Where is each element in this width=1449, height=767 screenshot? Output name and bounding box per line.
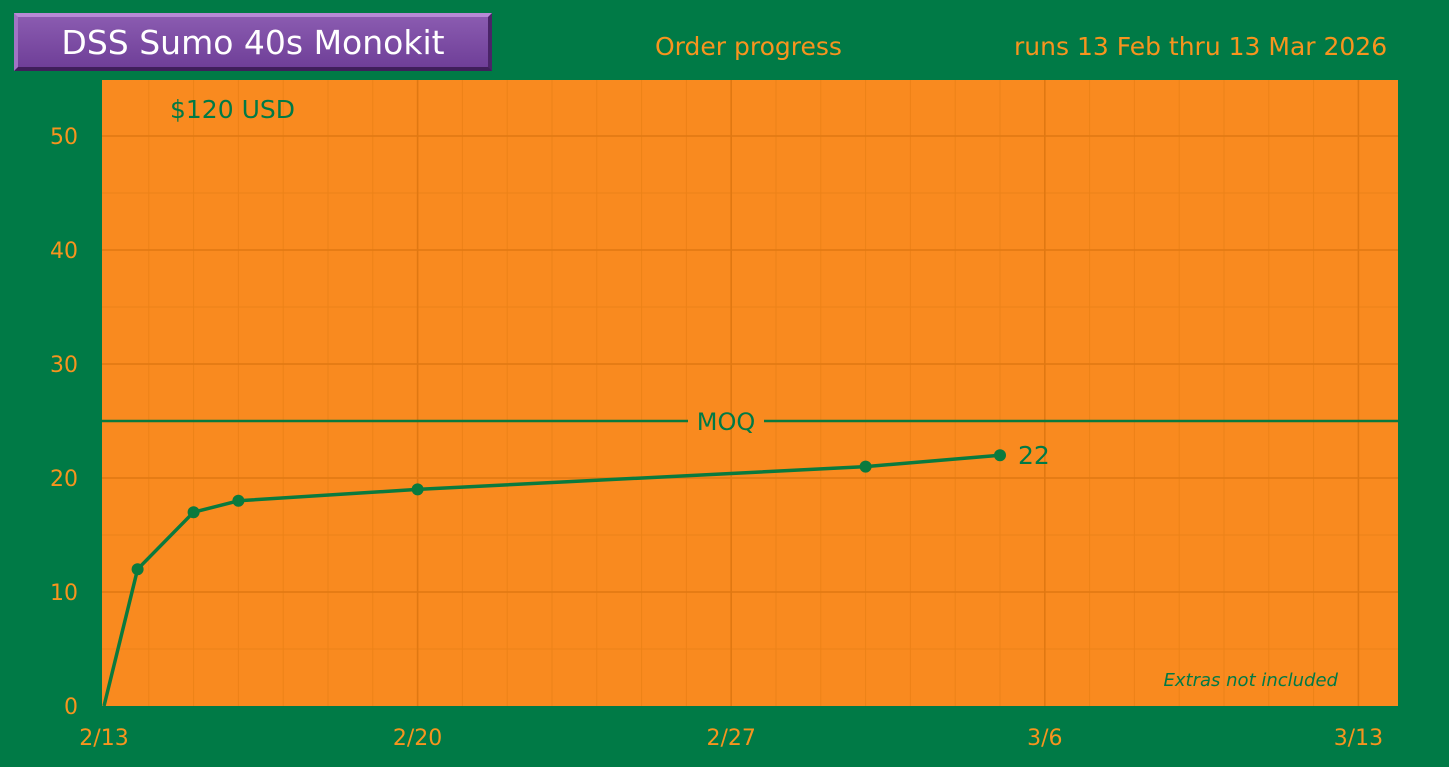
x-tick-label: 2/27 [706, 726, 755, 751]
y-tick-label: 20 [50, 467, 78, 492]
x-tick-label: 3/6 [1027, 726, 1062, 751]
chart-subtitle: Order progress [655, 32, 842, 61]
y-tick-label: 40 [50, 239, 78, 264]
y-tick-label: 10 [50, 581, 78, 606]
data-point [994, 449, 1006, 462]
moq-label: MOQ [697, 408, 756, 436]
y-tick-label: 30 [50, 353, 78, 378]
data-point [411, 483, 424, 496]
data-point [187, 506, 200, 519]
data-point [232, 494, 245, 507]
y-tick-label: 50 [50, 125, 78, 150]
grid-minor [102, 80, 1398, 706]
title-badge: DSS Sumo 40s Monokit [14, 13, 492, 71]
data-point [859, 460, 872, 473]
plot-area [102, 80, 1398, 706]
date-range-label: runs 13 Feb thru 13 Mar 2026 [1014, 32, 1388, 61]
moq-label-background [688, 417, 764, 425]
end-value-label: 22 [1018, 441, 1050, 470]
x-axis: 2/13 2/20 2/27 3/6 3/13 [79, 726, 1383, 751]
price-label: $120 USD [170, 95, 295, 124]
x-tick-label: 3/13 [1334, 726, 1383, 751]
x-tick-label: 2/20 [393, 726, 442, 751]
grid-major [102, 80, 1398, 706]
data-point [131, 563, 144, 576]
y-axis: 0 10 20 30 40 50 [50, 125, 78, 720]
series-points [131, 449, 1006, 576]
y-tick-label: 0 [64, 695, 78, 720]
footnote: Extras not included [1164, 670, 1339, 691]
x-tick-label: 2/13 [79, 726, 128, 751]
chart-title: DSS Sumo 40s Monokit [61, 22, 445, 62]
